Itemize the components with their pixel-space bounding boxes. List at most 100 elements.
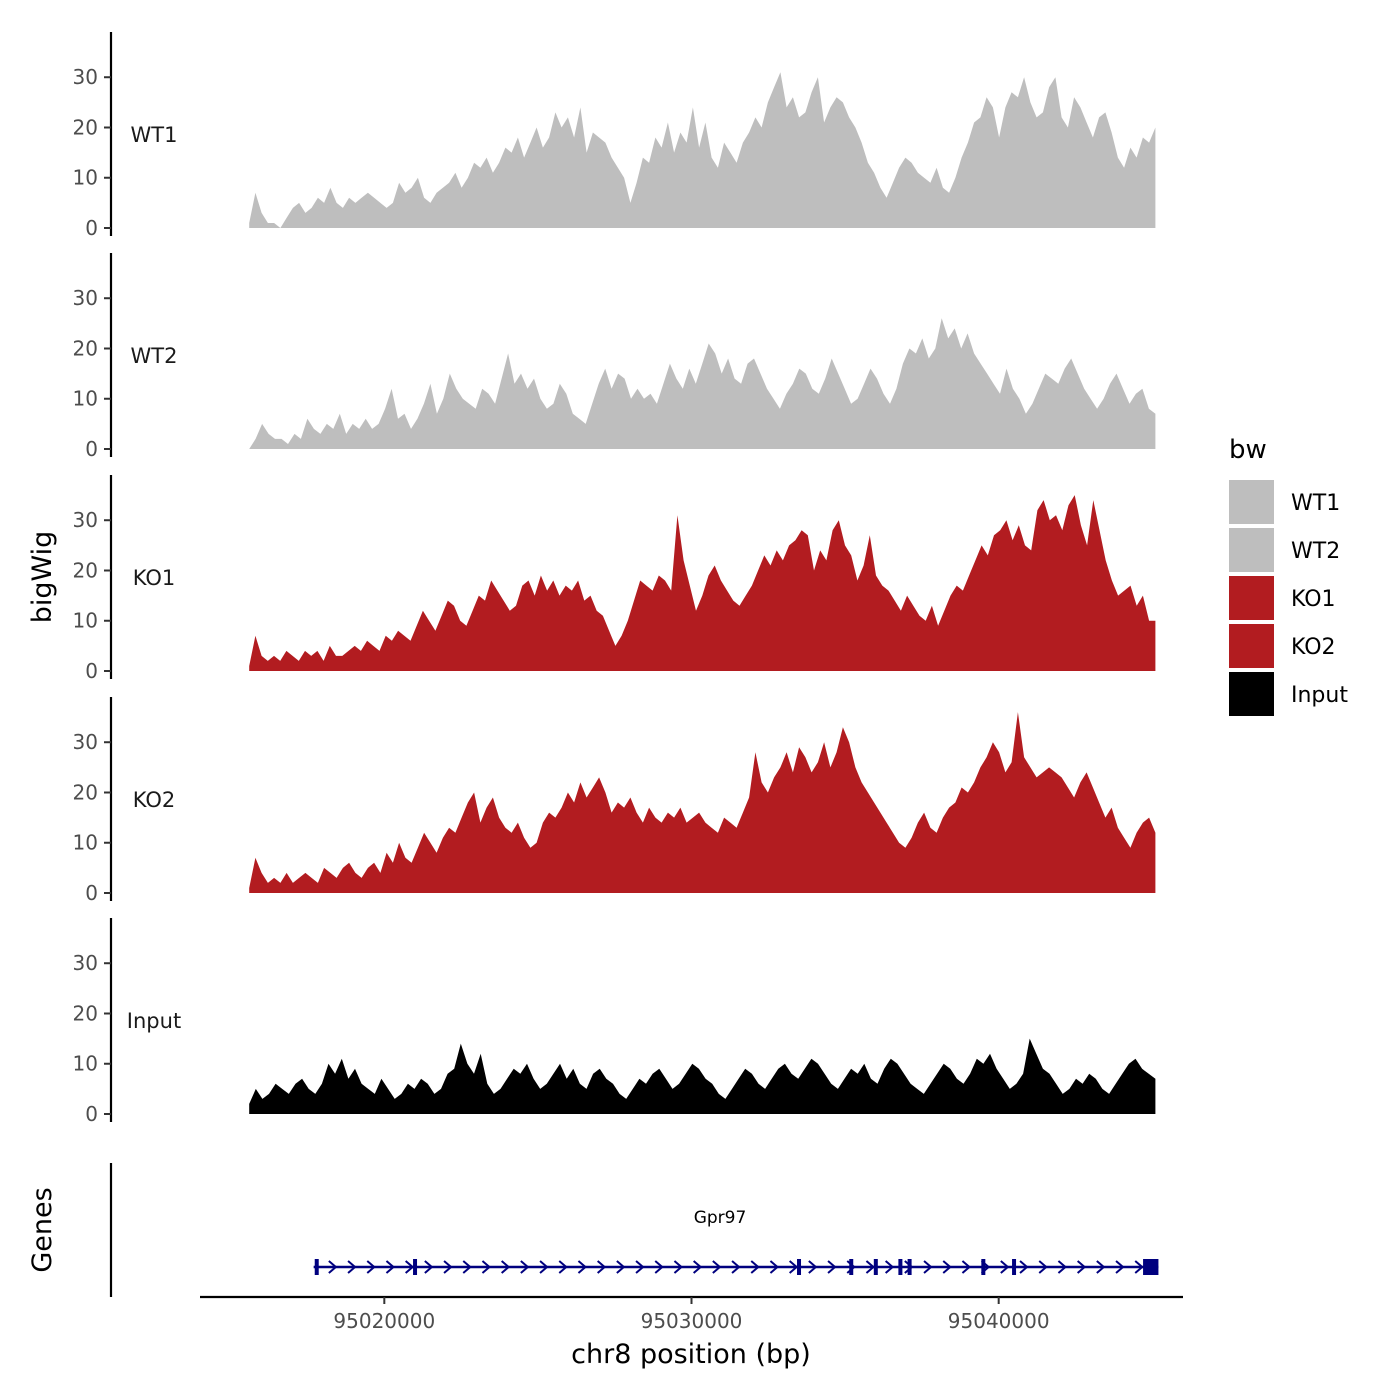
strand-arrow	[1096, 1260, 1106, 1274]
strand-arrow	[1134, 1260, 1144, 1274]
y-tick-label-ko2-0: 0	[85, 881, 98, 905]
y-tick-label-wt2-10: 10	[73, 387, 98, 411]
strand-arrow	[385, 1260, 395, 1274]
strand-arrow	[443, 1260, 453, 1274]
legend-key-wt2	[1229, 528, 1274, 572]
gene-panel: Gpr97 Genes	[27, 1163, 1159, 1297]
strand-arrow	[1019, 1260, 1029, 1274]
strand-arrow	[405, 1260, 415, 1274]
track-panel-ko2: 0 10 20 30 KO2	[73, 697, 1156, 905]
gene-track	[313, 1259, 1159, 1275]
strand-arrow	[328, 1260, 338, 1274]
strand-arrow	[616, 1260, 626, 1274]
strand-arrow	[366, 1260, 376, 1274]
y-tick-label-wt2-30: 30	[73, 286, 98, 310]
strand-arrow	[692, 1260, 703, 1274]
strand-arrow	[1076, 1260, 1087, 1274]
y-tick-label-wt1-30: 30	[73, 65, 98, 89]
legend-label-input: Input	[1291, 683, 1348, 708]
strand-arrow	[942, 1260, 952, 1274]
y-tick-label-input-0: 0	[85, 1102, 98, 1126]
strand-arrow	[654, 1260, 664, 1274]
exon	[314, 1259, 319, 1275]
exon	[907, 1259, 912, 1275]
y-tick-label-ko2-30: 30	[73, 730, 98, 754]
strand-arrow	[501, 1260, 511, 1274]
strand-arrow	[961, 1260, 971, 1274]
y-tick-label-wt1-20: 20	[73, 115, 98, 139]
track-label-ko2: KO2	[133, 788, 176, 812]
track-label-ko1: KO1	[133, 566, 176, 590]
coverage-area-input	[249, 1038, 1156, 1114]
strand-arrow	[788, 1260, 799, 1274]
legend-key-wt1	[1229, 480, 1274, 524]
gene-label: Gpr97	[694, 1208, 747, 1228]
y-tick-label-input-30: 30	[73, 951, 98, 975]
y-tick-label-input-10: 10	[73, 1052, 98, 1076]
strand-arrow	[1000, 1260, 1010, 1274]
strand-arrow	[712, 1260, 722, 1274]
coverage-area-ko1	[249, 495, 1156, 671]
strand-arrow	[481, 1260, 491, 1274]
exon	[873, 1259, 878, 1275]
strand-arrow	[596, 1260, 607, 1274]
y-tick-label-ko2-10: 10	[73, 831, 98, 855]
coverage-area-ko2	[249, 712, 1156, 893]
legend-key-ko2	[1229, 624, 1274, 668]
y-tick-label-ko1-0: 0	[85, 659, 98, 683]
y-tick-label-wt1-10: 10	[73, 166, 98, 190]
strand-arrow	[827, 1260, 837, 1274]
exon	[898, 1259, 903, 1275]
strand-arrow	[904, 1260, 914, 1274]
strand-arrow	[539, 1260, 549, 1274]
strand-arrow	[808, 1260, 818, 1274]
strand-arrow	[865, 1260, 875, 1274]
track-panel-wt1: 0 10 20 30 WT1	[73, 32, 1156, 240]
x-axis-title: chr8 position (bp)	[571, 1339, 811, 1370]
strand-arrow	[1057, 1260, 1067, 1274]
track-panels: 0 10 20 30 WT1 0 10 20 30 WT2 0 10 20 30 KO1 0 10 20 30 KO2…	[73, 32, 1156, 1126]
y-tick-label-ko1-30: 30	[73, 508, 98, 532]
track-label-wt1: WT1	[131, 123, 178, 147]
strand-arrow	[558, 1260, 568, 1274]
legend-label-ko2: KO2	[1291, 635, 1336, 660]
exon	[413, 1259, 418, 1275]
y-axis-title: bigWig	[27, 531, 58, 624]
strand-arrow	[577, 1260, 587, 1274]
strand-arrow	[884, 1260, 895, 1274]
exon	[1143, 1259, 1159, 1275]
coverage-area-wt1	[249, 72, 1156, 228]
y-tick-label-wt1-0: 0	[85, 216, 98, 240]
x-tick-label-95030000: 95030000	[641, 1309, 743, 1333]
y-tick-label-input-20: 20	[73, 1001, 98, 1025]
strand-arrow	[520, 1260, 530, 1274]
strand-arrow	[750, 1260, 760, 1274]
strand-arrow	[1115, 1260, 1125, 1274]
strand-arrow	[673, 1260, 683, 1274]
x-tick-label-95020000: 95020000	[333, 1309, 435, 1333]
strand-arrow	[1038, 1260, 1048, 1274]
strand-arrow	[769, 1260, 779, 1274]
y-tick-label-wt2-20: 20	[73, 336, 98, 360]
legend-label-ko1: KO1	[1291, 587, 1336, 612]
y-tick-label-wt2-0: 0	[85, 437, 98, 461]
strand-arrow	[424, 1260, 434, 1274]
strand-arrow	[635, 1260, 645, 1274]
legend-key-ko1	[1229, 576, 1274, 620]
exon	[797, 1259, 802, 1275]
exon	[849, 1259, 854, 1275]
strand-arrow	[462, 1260, 472, 1274]
legend-label-wt2: WT2	[1291, 539, 1340, 564]
x-axis: 95020000 95030000 95040000 chr8 position (…	[200, 1295, 1183, 1370]
legend-key-input	[1229, 672, 1274, 716]
track-panel-wt2: 0 10 20 30 WT2	[73, 253, 1156, 461]
track-label-wt2: WT2	[131, 344, 178, 368]
genes-axis-title: Genes	[27, 1187, 58, 1272]
y-tick-label-ko1-10: 10	[73, 609, 98, 633]
exon	[1012, 1259, 1017, 1275]
strand-arrow	[347, 1260, 357, 1274]
y-tick-label-ko2-20: 20	[73, 780, 98, 804]
track-label-input: Input	[127, 1009, 181, 1033]
x-tick-label-95040000: 95040000	[948, 1309, 1050, 1333]
coverage-area-wt2	[249, 318, 1156, 449]
